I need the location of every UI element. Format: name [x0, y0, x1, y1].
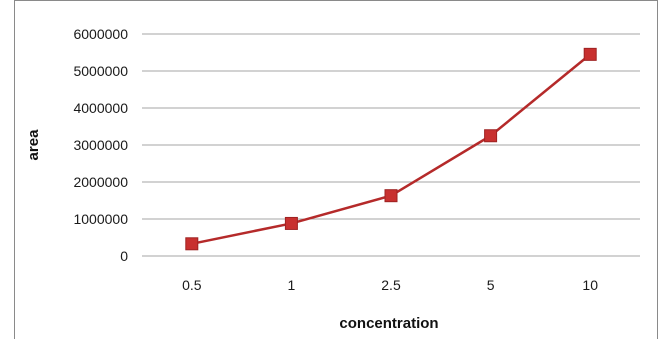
data-point-marker — [185, 237, 199, 251]
y-tick-labels: 0 1000000 2000000 3000000 4000000 5000000 6000… — [73, 26, 128, 264]
x-tick-labels: 0.5 1 2.5 5 10 — [182, 277, 598, 293]
y-tick-label: 5000000 — [73, 63, 128, 79]
gridlines — [142, 33, 640, 257]
x-axis-title: concentration — [339, 315, 438, 332]
y-axis-title: area — [25, 129, 42, 161]
data-point-marker — [384, 189, 398, 203]
y-tick-label: 3000000 — [73, 137, 128, 153]
chart-frame — [14, 0, 658, 339]
data-point-marker — [284, 216, 298, 230]
data-point-marker — [583, 47, 597, 61]
x-tick-label: 2.5 — [381, 277, 401, 293]
y-tick-label: 1000000 — [73, 211, 128, 227]
series-markers — [185, 47, 597, 251]
y-tick-label: 6000000 — [73, 26, 128, 42]
data-point-marker — [484, 129, 498, 143]
y-tick-label: 4000000 — [73, 100, 128, 116]
series-line — [191, 53, 591, 246]
x-tick-label: 0.5 — [182, 277, 202, 293]
x-tick-label: 10 — [582, 277, 598, 293]
y-tick-label: 0 — [120, 248, 128, 264]
x-tick-label: 5 — [487, 277, 495, 293]
y-tick-label: 2000000 — [73, 174, 128, 190]
series-line-layer — [191, 53, 591, 246]
x-tick-label: 1 — [288, 277, 296, 293]
